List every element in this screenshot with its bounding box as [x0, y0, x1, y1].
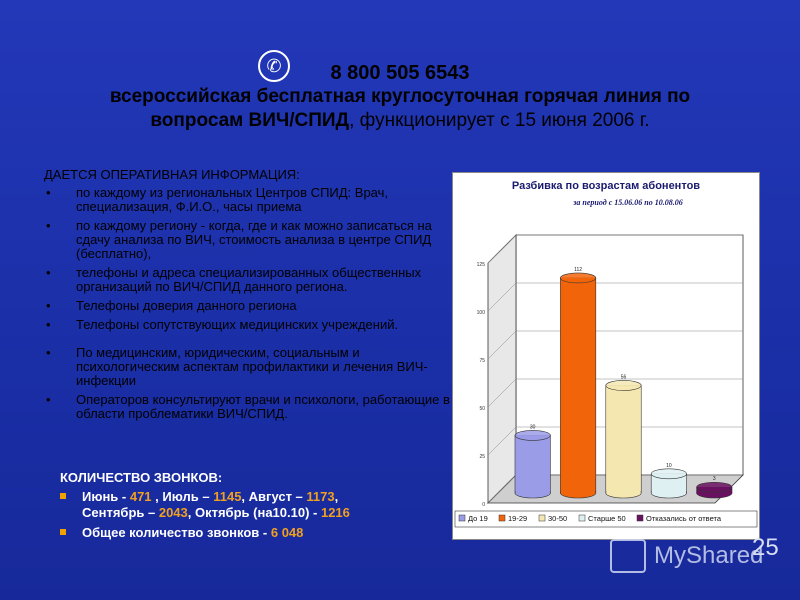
legend-entry: Старше 50 — [588, 514, 626, 523]
list-item: Июнь - 471 , Июль – 1145, Август – 1173,… — [60, 489, 450, 521]
presentation-icon — [610, 539, 646, 573]
legend-entry: 30-50 — [548, 514, 567, 523]
grid-line — [487, 474, 517, 504]
list-item: Общее количество звонков - 6 048 — [60, 525, 450, 541]
grid-line — [487, 234, 517, 264]
calls-title: КОЛИЧЕСТВО ЗВОНКОВ: — [60, 470, 223, 485]
grid-line — [487, 282, 517, 312]
chart-svg: Разбивка по возрастам абонентов за период… — [454, 180, 758, 528]
age-chart: Разбивка по возрастам абонентов за период… — [452, 172, 760, 540]
bar-fill — [651, 473, 687, 493]
legend-swatch — [538, 514, 546, 522]
list-item: Телефоны сопутствующих медицинских учреж… — [44, 318, 454, 333]
y-tick-label: 0 — [482, 502, 485, 508]
calls-text: Сентябрь – — [82, 505, 159, 520]
data-label: 3 — [713, 476, 716, 482]
list-item: телефоны и адреса специализированных общ… — [44, 266, 454, 294]
header-line-2: вопросам ВИЧ/СПИД, функционирует с 15 ию… — [40, 109, 760, 133]
phone-icon: ✆ — [258, 50, 290, 82]
y-tick-label: 125 — [477, 262, 486, 268]
grid-line — [487, 426, 517, 456]
legend-swatch — [498, 514, 506, 522]
legend-swatch — [458, 514, 466, 522]
y-tick-label: 50 — [479, 406, 485, 412]
info-list: по каждому из региональных Центров СПИД:… — [44, 186, 454, 421]
bar-fill — [560, 277, 596, 493]
header-line-2-bold: вопросам ВИЧ/СПИД — [150, 110, 350, 131]
calls-list: Июнь - 471 , Июль – 1145, Август – 1173,… — [60, 489, 450, 541]
list-item: По медицинским, юридическим, социальным … — [44, 346, 454, 388]
calls-total: 6 048 — [270, 525, 304, 540]
grid-line — [487, 330, 517, 360]
header-line-1: всероссийская бесплатная круглосуточная … — [109, 86, 691, 107]
info-intro: ДАЕТСЯ ОПЕРАТИВНАЯ ИНФОРМАЦИЯ: — [44, 167, 300, 182]
grid-line — [487, 378, 517, 408]
chart-title: Разбивка по возрастам абонентов — [512, 180, 700, 192]
calls-july: 1145 — [213, 489, 242, 504]
hotline-number: 8 800 505 6543 — [330, 62, 470, 84]
bar-top — [605, 380, 642, 391]
calls-text: Июнь - — [82, 489, 130, 504]
bar-top — [650, 468, 687, 480]
list-item: Операторов консультируют врачи и психоло… — [44, 393, 454, 421]
data-label: 56 — [621, 374, 627, 380]
page-number: 25 — [752, 534, 779, 561]
calls-block: КОЛИЧЕСТВО ЗВОНКОВ: Июнь - 471 , Июль – … — [60, 470, 450, 545]
watermark-text: MyShared — [654, 542, 764, 569]
legend-swatch — [636, 514, 644, 522]
calls-text: , Август – — [241, 489, 307, 504]
legend-swatch — [578, 514, 586, 522]
y-tick-label: 100 — [477, 310, 486, 316]
header: 8 800 505 6543 всероссийская бесплатная … — [40, 62, 760, 133]
bar-fill — [515, 435, 550, 493]
info-block: ДАЕТСЯ ОПЕРАТИВНАЯ ИНФОРМАЦИЯ: по каждом… — [44, 168, 454, 426]
bar-fill — [606, 385, 641, 493]
data-label: 112 — [574, 267, 582, 273]
bar-top — [514, 430, 551, 441]
y-tick-label: 25 — [479, 454, 485, 460]
calls-text: , — [334, 489, 339, 504]
legend-entry: 19-29 — [508, 514, 527, 523]
chart-subtitle: за период с 15.06.06 по 10.08.06 — [572, 198, 682, 207]
y-tick-label: 75 — [479, 358, 485, 364]
header-line-2-rest: , функционирует с 15 июня 2006 г. — [349, 110, 650, 131]
legend-entry: Отказались от ответа — [646, 514, 722, 523]
list-item: Телефоны доверия данного региона — [44, 299, 454, 314]
calls-text: , Июль – — [151, 489, 214, 504]
calls-september: 2043 — [158, 505, 188, 520]
bar-top — [560, 272, 597, 284]
data-label: 30 — [530, 424, 536, 430]
calls-text: Общее количество звонков - — [82, 525, 271, 540]
legend-box — [454, 510, 758, 528]
bar-top — [696, 481, 733, 493]
watermark: MyShared — [610, 536, 790, 576]
data-label: 10 — [666, 463, 672, 469]
chart-side-wall — [487, 234, 517, 504]
legend-entry: До 19 — [468, 514, 488, 523]
calls-june: 471 — [129, 489, 152, 504]
calls-august: 1173 — [306, 489, 335, 504]
list-item: по каждому из региональных Центров СПИД:… — [44, 186, 454, 214]
calls-text: , Октябрь (на10.10) - — [187, 505, 321, 520]
list-item: по каждому региону - когда, где и как мо… — [44, 219, 454, 261]
calls-october: 1216 — [320, 505, 350, 520]
